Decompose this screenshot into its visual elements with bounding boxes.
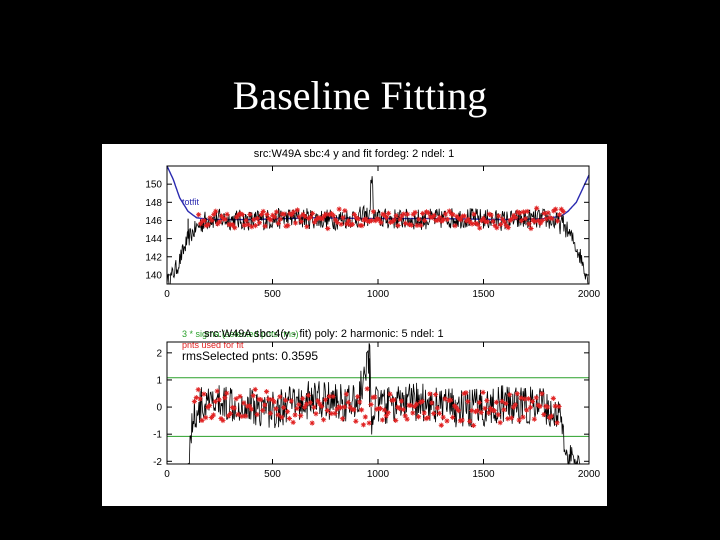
slide-title: Baseline Fitting <box>232 73 488 118</box>
plot-figure: src:W49A sbc:4 y and fit fordeg: 2 ndel:… <box>145 148 600 480</box>
x-tick-label: 2000 <box>578 469 601 480</box>
bottom-points-layer <box>191 386 562 429</box>
chart-bottom-title: src:W49A sbc:4(y - fit) poly: 2 harmonic… <box>204 328 444 340</box>
bottom-axes: 0 500 1000 1500 2000 -2 -1 0 1 2 <box>153 341 601 480</box>
selected-points <box>196 205 566 232</box>
y-tick-label: 146 <box>145 216 162 227</box>
selected-points <box>191 386 562 429</box>
y-tick-label: 150 <box>145 180 162 191</box>
y-tick-label: 148 <box>145 198 162 209</box>
data-trace <box>166 176 589 285</box>
chart-top: src:W49A sbc:4 y and fit fordeg: 2 ndel:… <box>145 148 600 300</box>
annotation-points-used: pnts used for fit <box>182 340 244 350</box>
x-tick-label: 1500 <box>472 469 495 480</box>
bottom-data-layer <box>187 343 581 465</box>
top-axes: 0 500 1000 1500 2000 140 142 144 146 148 150 <box>145 165 601 300</box>
annotation-rms: rmsSelected pnts: 0.3595 <box>182 349 318 363</box>
chart-top-title: src:W49A sbc:4 y and fit fordeg: 2 ndel:… <box>254 148 455 160</box>
top-data-layer <box>166 176 589 285</box>
chart-bottom: 3 * sigma (selected pnts rms) src:W49A s… <box>153 328 600 480</box>
y-tick-label: 142 <box>145 252 162 263</box>
bottom-threshold-layer <box>167 377 589 437</box>
y-tick-label: -2 <box>153 457 162 468</box>
x-tick-label: 1500 <box>472 289 495 300</box>
data-trace <box>187 343 581 465</box>
y-tick-label: 140 <box>145 270 162 281</box>
y-tick-label: 0 <box>156 403 162 414</box>
plot-panel: src:W49A sbc:4 y and fit fordeg: 2 ndel:… <box>102 144 607 506</box>
top-points-layer <box>196 205 566 232</box>
x-tick-label: 0 <box>164 469 170 480</box>
x-tick-label: 500 <box>264 469 281 480</box>
y-tick-label: 1 <box>156 375 162 386</box>
y-tick-label: 144 <box>145 234 162 245</box>
x-tick-label: 1000 <box>367 289 390 300</box>
x-tick-label: 500 <box>264 289 281 300</box>
y-tick-label: -1 <box>153 430 162 441</box>
legend-totfit: totfit <box>182 197 200 207</box>
annotation-sigma: 3 * sigma (selected pnts rms) <box>182 329 299 339</box>
x-tick-label: 2000 <box>578 289 601 300</box>
y-tick-label: 2 <box>156 348 162 359</box>
x-tick-label: 1000 <box>367 469 390 480</box>
x-tick-label: 0 <box>164 289 170 300</box>
